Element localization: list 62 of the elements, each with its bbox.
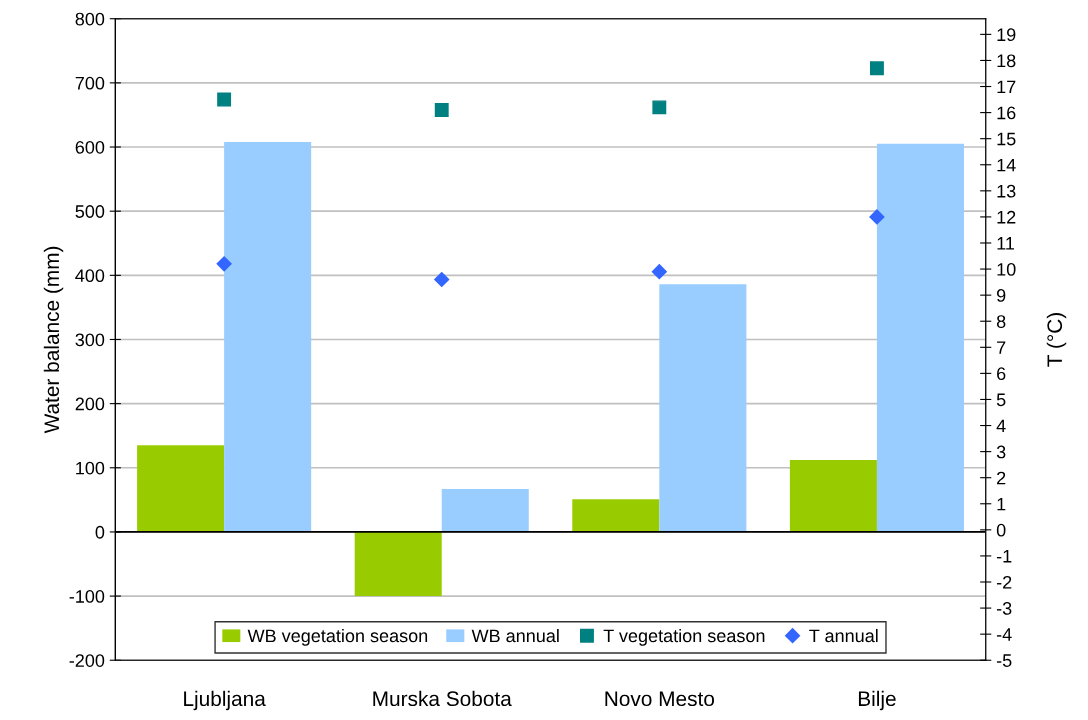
- y-tick-label: 400: [75, 269, 105, 283]
- y-tick-label: 600: [75, 140, 105, 154]
- y2-tick-label: 1: [997, 497, 1006, 511]
- bar: [659, 284, 747, 532]
- legend-label: WB annual: [471, 628, 559, 643]
- bar: [224, 141, 312, 532]
- y-tick-label: 200: [75, 397, 105, 411]
- y-tick-label: 100: [76, 461, 105, 475]
- y-tick-label: -200: [69, 654, 105, 667]
- bar: [572, 499, 660, 532]
- x-tick-label: Bilje: [858, 690, 896, 711]
- y2-tick-label: 4: [996, 419, 1006, 433]
- y2-tick-label: -2: [996, 575, 1012, 589]
- point: [217, 92, 232, 107]
- y2-tick-label: 17: [997, 80, 1016, 94]
- y2-tick-label: -1: [996, 550, 1012, 563]
- y2-tick-label: 18: [997, 54, 1016, 68]
- y2-tick-label: 13: [997, 184, 1016, 198]
- y2-tick-label: 19: [997, 28, 1016, 42]
- point: [869, 209, 885, 225]
- y2-tick-label: 5: [996, 393, 1006, 407]
- point: [216, 256, 232, 272]
- y-tick-label: 300: [75, 333, 105, 347]
- y-tick-label: -100: [69, 590, 105, 603]
- point: [652, 100, 667, 115]
- bar: [137, 445, 225, 532]
- y2-tick-label: 11: [997, 237, 1015, 250]
- y-tick-label: 500: [75, 205, 105, 218]
- y-tick-label: 700: [75, 76, 105, 90]
- bar: [354, 531, 442, 597]
- y-tick-label: 0: [95, 525, 105, 539]
- legend-label: T vegetation season: [603, 628, 765, 646]
- y2-tick-label: 6: [997, 367, 1006, 381]
- point: [434, 271, 450, 288]
- point: [651, 264, 667, 280]
- x-tick-label: Ljubljana: [184, 690, 266, 711]
- y2-tick-label: 14: [997, 158, 1016, 172]
- y2-tick-label: 10: [997, 263, 1016, 276]
- legend-label: WB vegetation season: [247, 628, 428, 646]
- y2-tick-label: 15: [997, 132, 1016, 146]
- y2-tick-label: 9: [996, 289, 1006, 302]
- bar: [876, 143, 964, 532]
- y2-tick-label: 16: [997, 106, 1016, 120]
- bar: [789, 460, 877, 532]
- y-axis-title: Water balance (mm): [43, 246, 64, 434]
- y2-tick-label: 3: [996, 445, 1006, 459]
- x-tick-label: Novo Mesto: [605, 691, 715, 707]
- y2-axis-title: T (°C): [1046, 313, 1067, 367]
- y-tick-label: 800: [75, 12, 105, 26]
- y2-tick-label: 12: [997, 210, 1016, 224]
- x-tick-label: Murska Sobota: [373, 690, 512, 707]
- y2-tick-label: 8: [996, 315, 1006, 328]
- y2-tick-label: -4: [996, 628, 1012, 641]
- legend-label: T annual: [809, 628, 878, 643]
- y2-tick-label: 0: [996, 523, 1006, 537]
- y2-tick-label: 2: [997, 471, 1006, 485]
- point: [869, 61, 884, 76]
- y2-tick-label: 7: [997, 341, 1006, 354]
- bar: [441, 488, 529, 532]
- point: [434, 103, 449, 117]
- y2-tick-label: -3: [996, 602, 1012, 615]
- y2-tick-label: -5: [996, 654, 1012, 667]
